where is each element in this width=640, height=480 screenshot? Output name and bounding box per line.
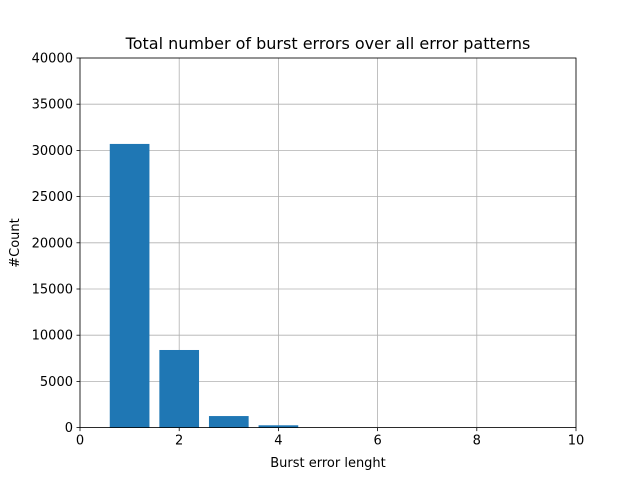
x-tick-label-3: 6	[373, 434, 381, 449]
bar-2	[159, 349, 200, 428]
y-tick-label-5: 25000	[32, 190, 73, 205]
bar-3	[208, 416, 249, 428]
y-tick-label-3: 15000	[32, 283, 73, 298]
bar-1	[109, 143, 150, 428]
x-tick-label-0: 0	[76, 434, 84, 449]
grid	[79, 57, 577, 429]
y-tick-label-0: 0	[65, 421, 73, 436]
y-tick-label-8: 40000	[32, 52, 73, 67]
bar-4	[258, 425, 299, 428]
y-axis-ticks: 0 5000 10000 15000 20000 25000 30000 35000 40000	[32, 52, 80, 436]
x-tick-label-4: 8	[473, 434, 481, 449]
chart-title: Total number of burst errors over all er…	[125, 34, 531, 53]
x-axis-label: Burst error lenght	[270, 456, 386, 471]
y-tick-label-6: 30000	[32, 144, 73, 159]
y-tick-label-2: 10000	[32, 329, 73, 344]
y-tick-label-4: 20000	[32, 236, 73, 251]
x-tick-label-2: 4	[274, 434, 282, 449]
bars	[109, 143, 299, 428]
x-axis-ticks: 0 2 4 6 8 10	[76, 427, 585, 449]
y-tick-label-1: 5000	[40, 375, 73, 390]
y-tick-label-7: 35000	[32, 98, 73, 113]
x-tick-label-5: 10	[568, 434, 585, 449]
x-tick-label-1: 2	[175, 434, 183, 449]
y-axis-label: #Count	[8, 218, 23, 268]
